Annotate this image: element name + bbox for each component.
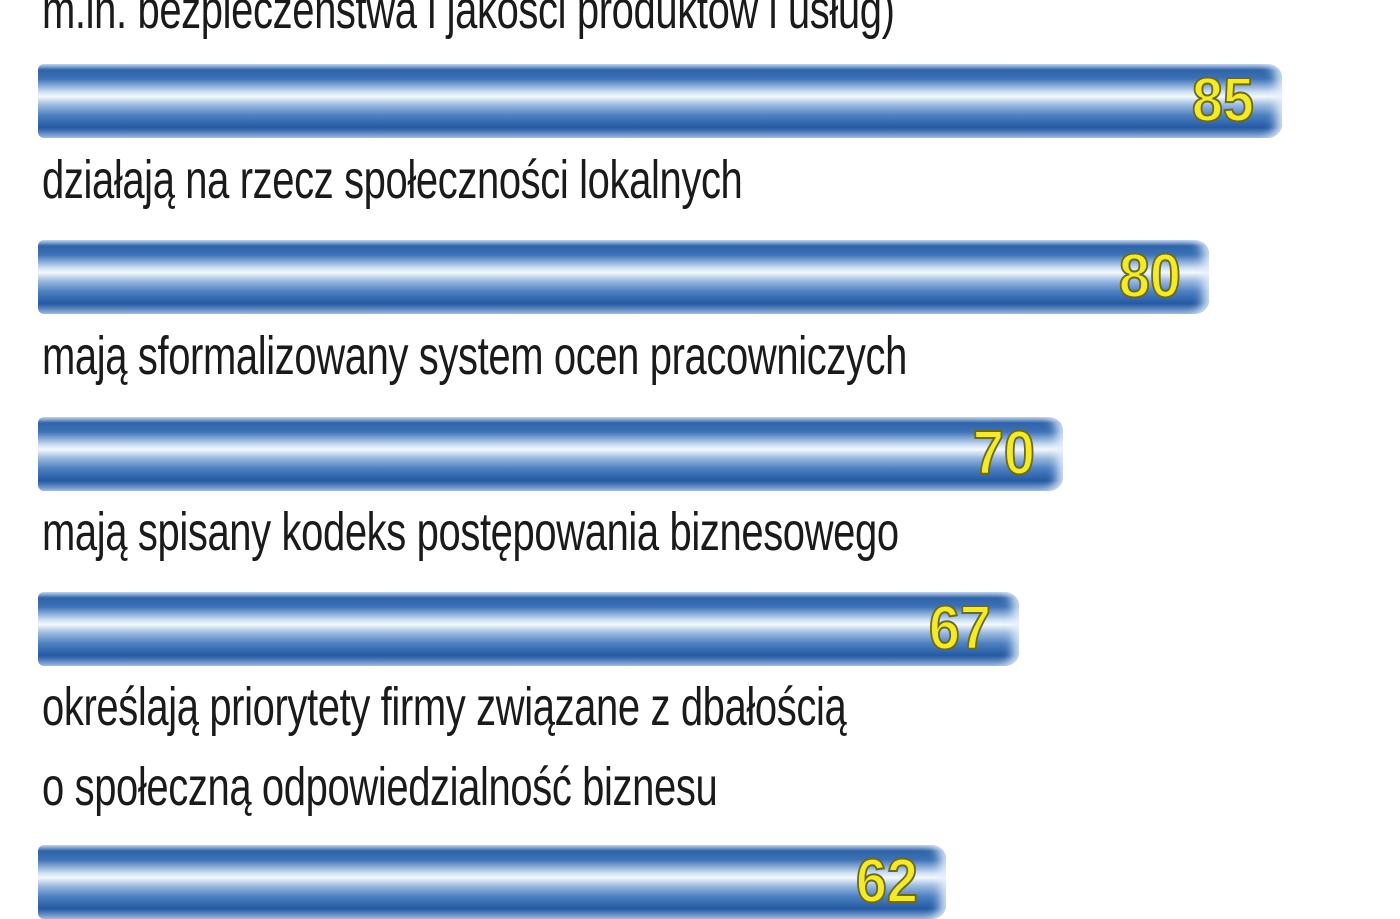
category-label-5b: o społeczną odpowiedzialność biznesu (42, 757, 718, 817)
value-label-5: 62 (855, 847, 919, 916)
bar-4: 67 (38, 592, 1019, 666)
bar-5: 62 (38, 845, 946, 919)
value-label-1: 85 (1191, 66, 1255, 135)
category-label-1: m.in. bezpieczeństwa i jakości produktów… (42, 0, 895, 40)
bar-2: 80 (38, 240, 1210, 314)
category-label-3: mają sformalizowany system ocen pracowni… (42, 326, 908, 386)
category-label-2: działają na rzecz społeczności lokalnych (42, 150, 743, 210)
bar-3: 70 (38, 417, 1063, 491)
value-label-4: 67 (928, 594, 992, 663)
bar-1: 85 (38, 64, 1283, 138)
value-label-2: 80 (1118, 242, 1182, 311)
category-label-4: mają spisany kodeks postępowania bizneso… (42, 502, 899, 562)
category-label-5a: określają priorytety firmy związane z db… (42, 677, 847, 737)
value-label-3: 70 (972, 419, 1036, 488)
